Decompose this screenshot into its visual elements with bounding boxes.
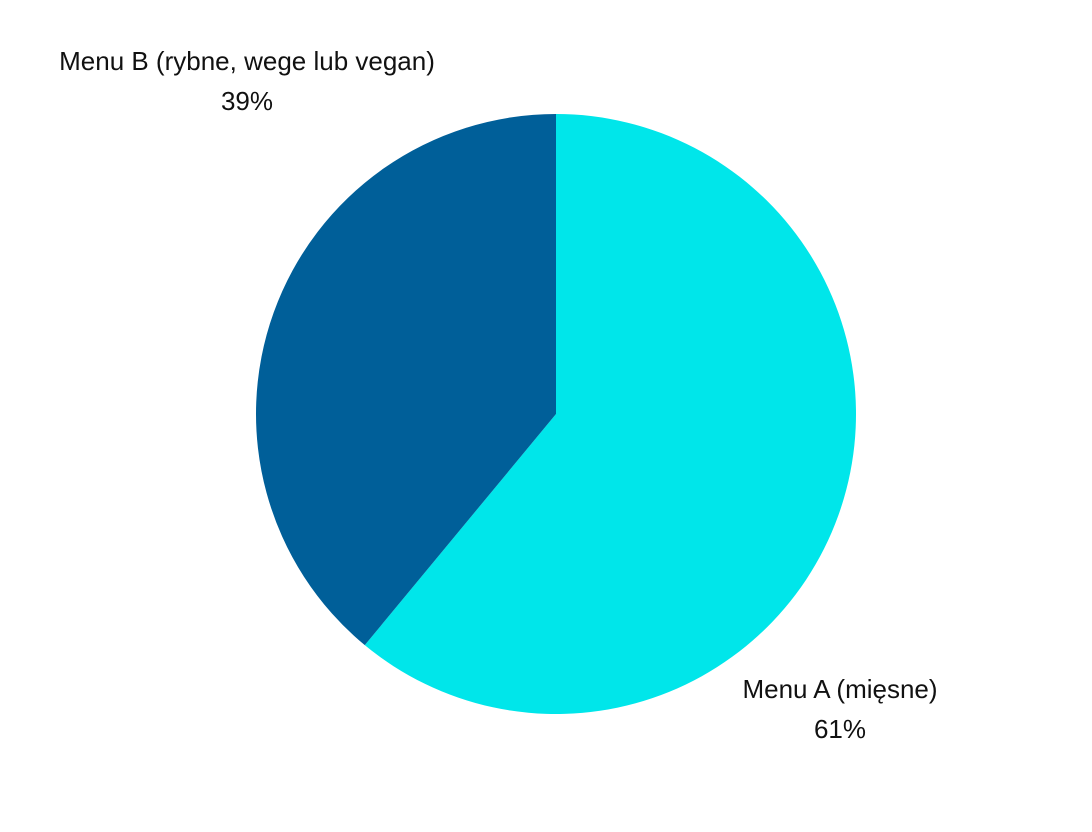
slice-label: Menu A (mięsne) [742,674,937,704]
slice-label: Menu B (rybne, wege lub vegan) [59,46,435,76]
value-label: 39% [221,86,273,116]
pie-slice [255,114,556,646]
value-label: 61% [814,714,866,744]
pie-slice [364,114,856,714]
